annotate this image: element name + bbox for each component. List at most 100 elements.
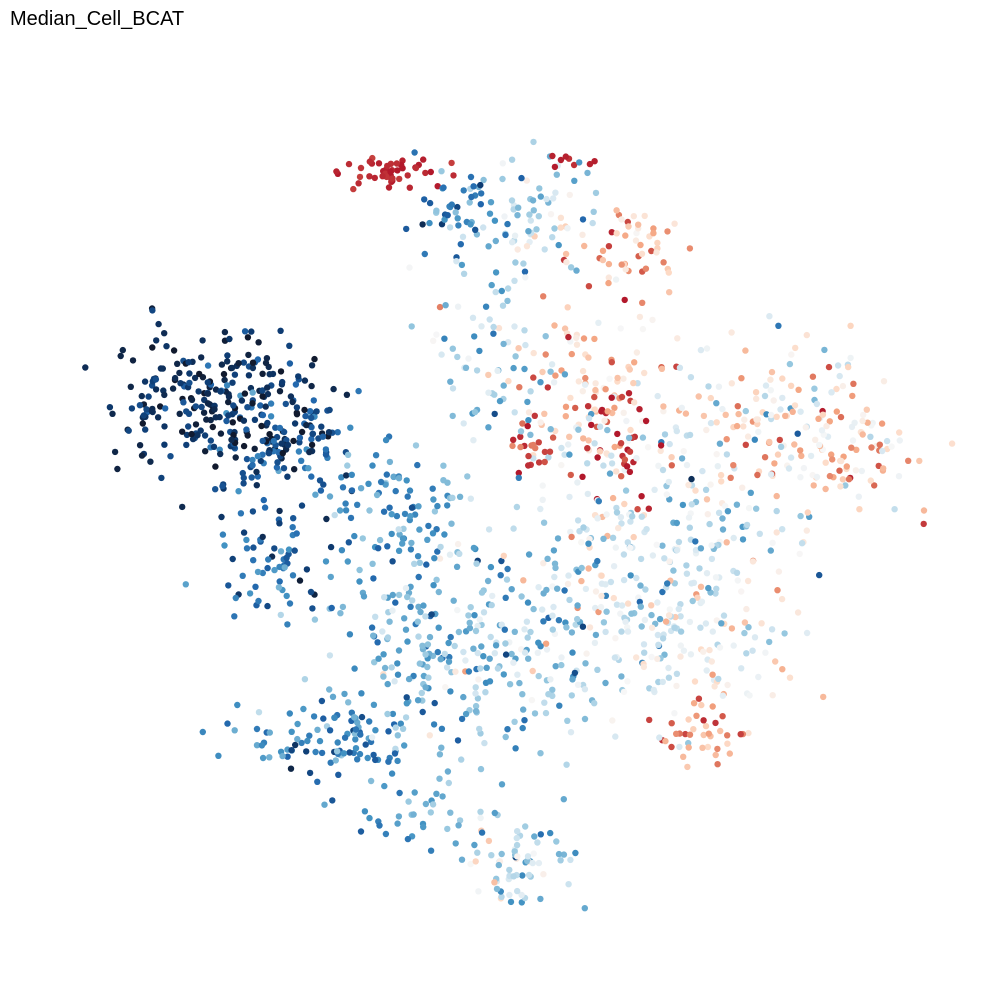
scatter-point (283, 592, 290, 600)
scatter-point (284, 473, 291, 480)
scatter-point (620, 375, 627, 382)
scatter-point (724, 740, 731, 747)
scatter-point (517, 443, 524, 451)
scatter-point (487, 199, 495, 206)
scatter-point (199, 728, 206, 736)
scatter-point (452, 668, 459, 675)
scatter-point (665, 269, 672, 276)
scatter-point (637, 241, 644, 249)
scatter-point (444, 825, 451, 833)
scatter-point (391, 678, 398, 685)
scatter-point (210, 443, 218, 450)
scatter-point (204, 362, 212, 369)
scatter-point (472, 702, 480, 710)
scatter-point (639, 325, 647, 333)
scatter-point (225, 398, 232, 406)
scatter-point (412, 164, 420, 172)
scatter-point (567, 856, 574, 864)
scatter-point (791, 441, 798, 448)
scatter-point (207, 437, 214, 444)
scatter-point (276, 563, 283, 571)
scatter-point (476, 616, 483, 623)
scatter-point (524, 857, 531, 865)
scatter-point (498, 893, 505, 900)
scatter-point (500, 382, 507, 389)
scatter-point (743, 521, 751, 529)
scatter-point (476, 725, 483, 733)
scatter-point (549, 434, 557, 441)
scatter-point (708, 542, 715, 549)
scatter-point (686, 731, 694, 738)
scatter-point (455, 822, 462, 829)
scatter-point (189, 435, 197, 443)
scatter-point (594, 515, 601, 522)
scatter-point (438, 168, 445, 175)
scatter-point (389, 710, 397, 718)
scatter-point (646, 716, 653, 724)
scatter-point (797, 408, 804, 415)
scatter-point (535, 459, 543, 466)
scatter-point (531, 833, 538, 840)
scatter-point (775, 322, 782, 329)
scatter-point (500, 671, 507, 678)
scatter-point (614, 430, 621, 438)
scatter-point (257, 402, 264, 409)
scatter-point (356, 566, 363, 574)
scatter-point (738, 375, 745, 382)
scatter-point (519, 872, 526, 879)
scatter-point (665, 612, 673, 619)
scatter-point (689, 597, 696, 605)
scatter-point (798, 452, 805, 460)
scatter-point (625, 390, 633, 397)
scatter-point (518, 891, 525, 899)
scatter-point (454, 737, 462, 744)
scatter-point (580, 435, 587, 442)
scatter-point (514, 853, 521, 860)
scatter-point (314, 778, 321, 785)
scatter-point (289, 572, 297, 579)
scatter-point (603, 511, 610, 518)
scatter-point (477, 201, 484, 208)
scatter-point (546, 448, 554, 455)
scatter-point (743, 650, 750, 657)
scatter-point (530, 207, 537, 214)
scatter-point (516, 679, 523, 687)
scatter-point (218, 361, 226, 368)
scatter-point (456, 493, 464, 500)
scatter-point (531, 412, 538, 419)
scatter-point (539, 482, 546, 489)
scatter-point (502, 733, 509, 741)
scatter-point (578, 564, 585, 572)
scatter-point (407, 546, 415, 553)
scatter-point (541, 246, 548, 253)
scatter-point (658, 365, 666, 372)
scatter-point (699, 744, 706, 751)
scatter-point (109, 410, 116, 417)
scatter-point (766, 438, 773, 446)
scatter-point (285, 546, 293, 553)
scatter-point (504, 726, 511, 733)
scatter-point (617, 325, 624, 332)
scatter-point (618, 673, 625, 680)
scatter-point (837, 483, 844, 490)
scatter-point (552, 372, 559, 379)
scatter-point (826, 418, 833, 425)
scatter-point (515, 204, 522, 211)
scatter-point (430, 582, 437, 589)
scatter-point (264, 602, 271, 610)
scatter-point (515, 345, 522, 352)
scatter-point (708, 555, 716, 563)
scatter-point (688, 475, 695, 483)
scatter-point (345, 160, 353, 168)
scatter-point (612, 635, 619, 642)
scatter-point (326, 652, 334, 659)
scatter-point (249, 389, 256, 396)
scatter-point (515, 474, 522, 481)
scatter-point (680, 448, 687, 455)
scatter-point (465, 355, 472, 362)
scatter-point (565, 333, 572, 341)
scatter-point (549, 612, 556, 619)
scatter-point (572, 404, 579, 412)
scatter-point (523, 243, 531, 250)
scatter-point (426, 732, 433, 739)
